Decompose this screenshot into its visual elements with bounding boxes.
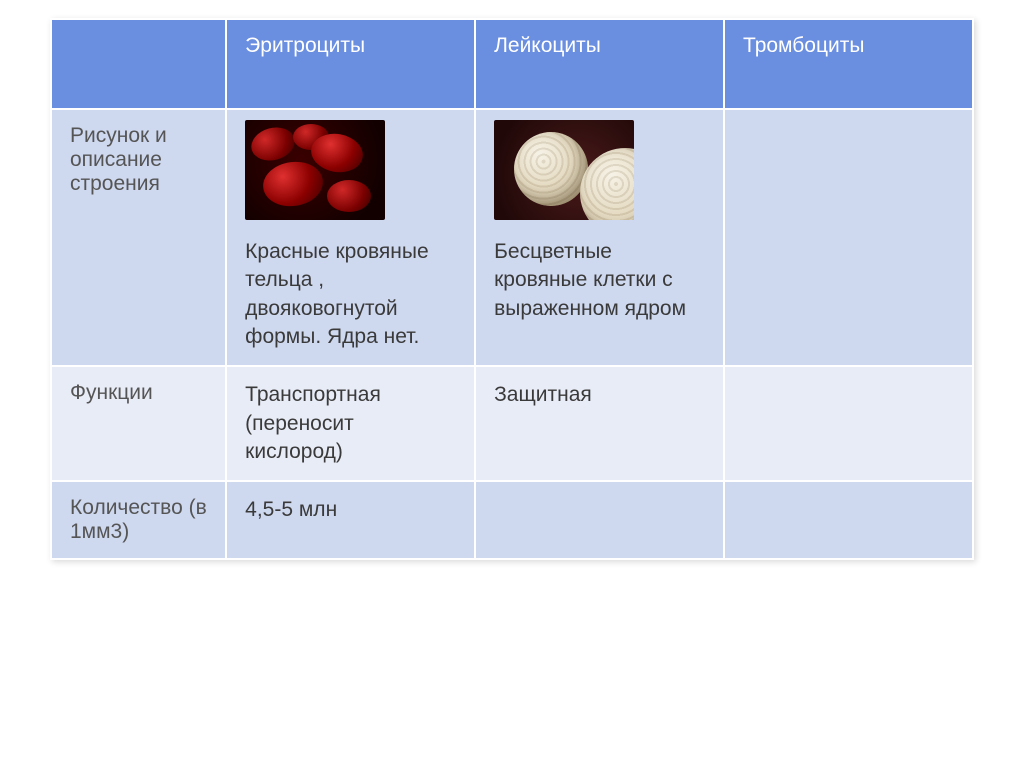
cell-thrombocytes-structure [724,109,973,366]
row-structure-label: Рисунок и описание строения [51,109,226,366]
cell-erythrocytes-function: Транспортная (переносит кислород) [226,366,475,481]
header-erythrocytes: Эритроциты [226,19,475,109]
cell-erythrocytes-structure: Красные кровяные тельца , двояковогнутой… [226,109,475,366]
row-structure: Рисунок и описание строения Красные кров… [51,109,973,366]
header-leukocytes: Лейкоциты [475,19,724,109]
header-thrombocytes: Тромбоциты [724,19,973,109]
erythrocytes-image [245,120,385,220]
header-empty [51,19,226,109]
cell-erythrocytes-count: 4,5-5 млн [226,481,475,559]
row-functions-label: Функции [51,366,226,481]
cell-thrombocytes-function [724,366,973,481]
cell-thrombocytes-count [724,481,973,559]
cell-leukocytes-count [475,481,724,559]
row-functions: Функции Транспортная (переносит кислород… [51,366,973,481]
cell-leukocytes-structure: Бесцветные кровяные клетки с выраженном … [475,109,724,366]
blood-cells-table: Эритроциты Лейкоциты Тромбоциты Рисунок … [50,18,974,560]
cell-leukocytes-function: Защитная [475,366,724,481]
leukocytes-image [494,120,634,220]
row-count-label: Количество (в 1мм3) [51,481,226,559]
leukocytes-desc: Бесцветные кровяные клетки с выраженном … [494,238,705,323]
header-row: Эритроциты Лейкоциты Тромбоциты [51,19,973,109]
erythrocytes-desc: Красные кровяные тельца , двояковогнутой… [245,238,456,351]
row-count: Количество (в 1мм3) 4,5-5 млн [51,481,973,559]
